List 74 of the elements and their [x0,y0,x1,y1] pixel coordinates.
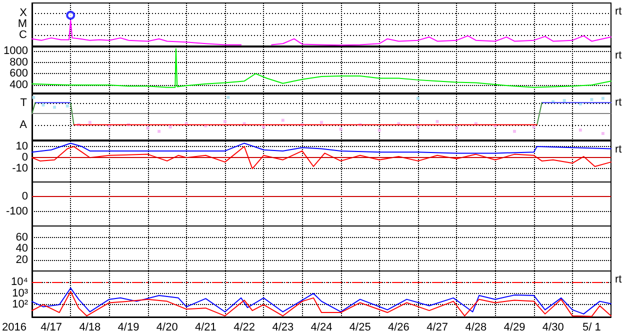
point [601,132,604,135]
text: A [20,119,28,131]
point [416,96,420,100]
text: rt [615,274,622,286]
x-tick-label: 5/ 1 [582,322,601,334]
point [513,130,516,133]
y-tick-label: 10² [12,298,28,311]
point [339,128,342,131]
text: rt [615,96,622,108]
point [158,130,161,133]
point [281,118,284,122]
point [262,125,266,128]
y-tick-label: 600 [10,68,28,80]
y-tick-label: 0 [22,190,28,203]
point [42,104,45,107]
point [562,99,566,102]
y-tick-label: 20 [16,254,28,266]
x-tick-label: 4/20 [156,322,178,334]
y-tick-label: 1000 [4,44,28,57]
y-tick-label: 60 [16,231,28,244]
x-tick-label: 4/19 [118,322,140,334]
y-tick-label: 10³ [12,287,28,300]
point [578,128,582,132]
y-tick-label: 0 [22,152,28,164]
point [88,120,92,124]
point [184,122,188,126]
y-tick-label: 400 [10,79,28,92]
point [146,126,150,130]
line-series [32,48,612,88]
point [224,120,226,123]
x-tick-label: 4/28 [465,322,487,334]
text: C [19,29,28,41]
y-tick-label: 10⁴ [11,276,28,288]
point [242,122,246,126]
point [532,125,536,128]
point [436,120,439,123]
x-tick-label: 4/21 [194,322,216,334]
y-tick-label: 10 [16,140,28,153]
point [168,125,172,128]
text: M [18,18,27,30]
point [455,126,458,130]
x-tick-label: 4/29 [504,322,526,334]
text: X [20,7,28,19]
x-tick-label: 4/22 [234,322,256,334]
y-tick-label: 800 [10,56,28,68]
y-tick-label: 40 [16,242,28,254]
point [378,128,381,132]
point [53,106,56,109]
x-tick-label: 4/27 [426,322,448,334]
y-tick-label: -100 [6,205,28,218]
text: T [20,97,28,109]
line-series [32,146,612,170]
point [590,98,594,102]
y-tick-label: -10 [12,162,28,175]
x-axis-title: 2016 [2,322,26,334]
point [66,104,69,108]
x-tick-label: 4/26 [388,322,410,334]
text: rt [615,144,622,156]
point [32,96,36,99]
point [397,122,400,126]
x-tick-label: 4/25 [349,322,371,334]
x-tick-label: 4/23 [272,322,294,334]
text: rt [615,50,622,62]
point [601,96,604,100]
x-tick-label: 4/17 [40,322,62,334]
point [416,125,420,128]
x-tick-label: 4/30 [542,322,564,334]
text: rt [615,6,622,18]
point [474,122,478,126]
x-tick-label: 4/18 [79,322,101,334]
point [226,96,230,99]
point [320,120,323,124]
x-tick-label: 4/24 [310,322,332,334]
line-series [32,142,612,154]
